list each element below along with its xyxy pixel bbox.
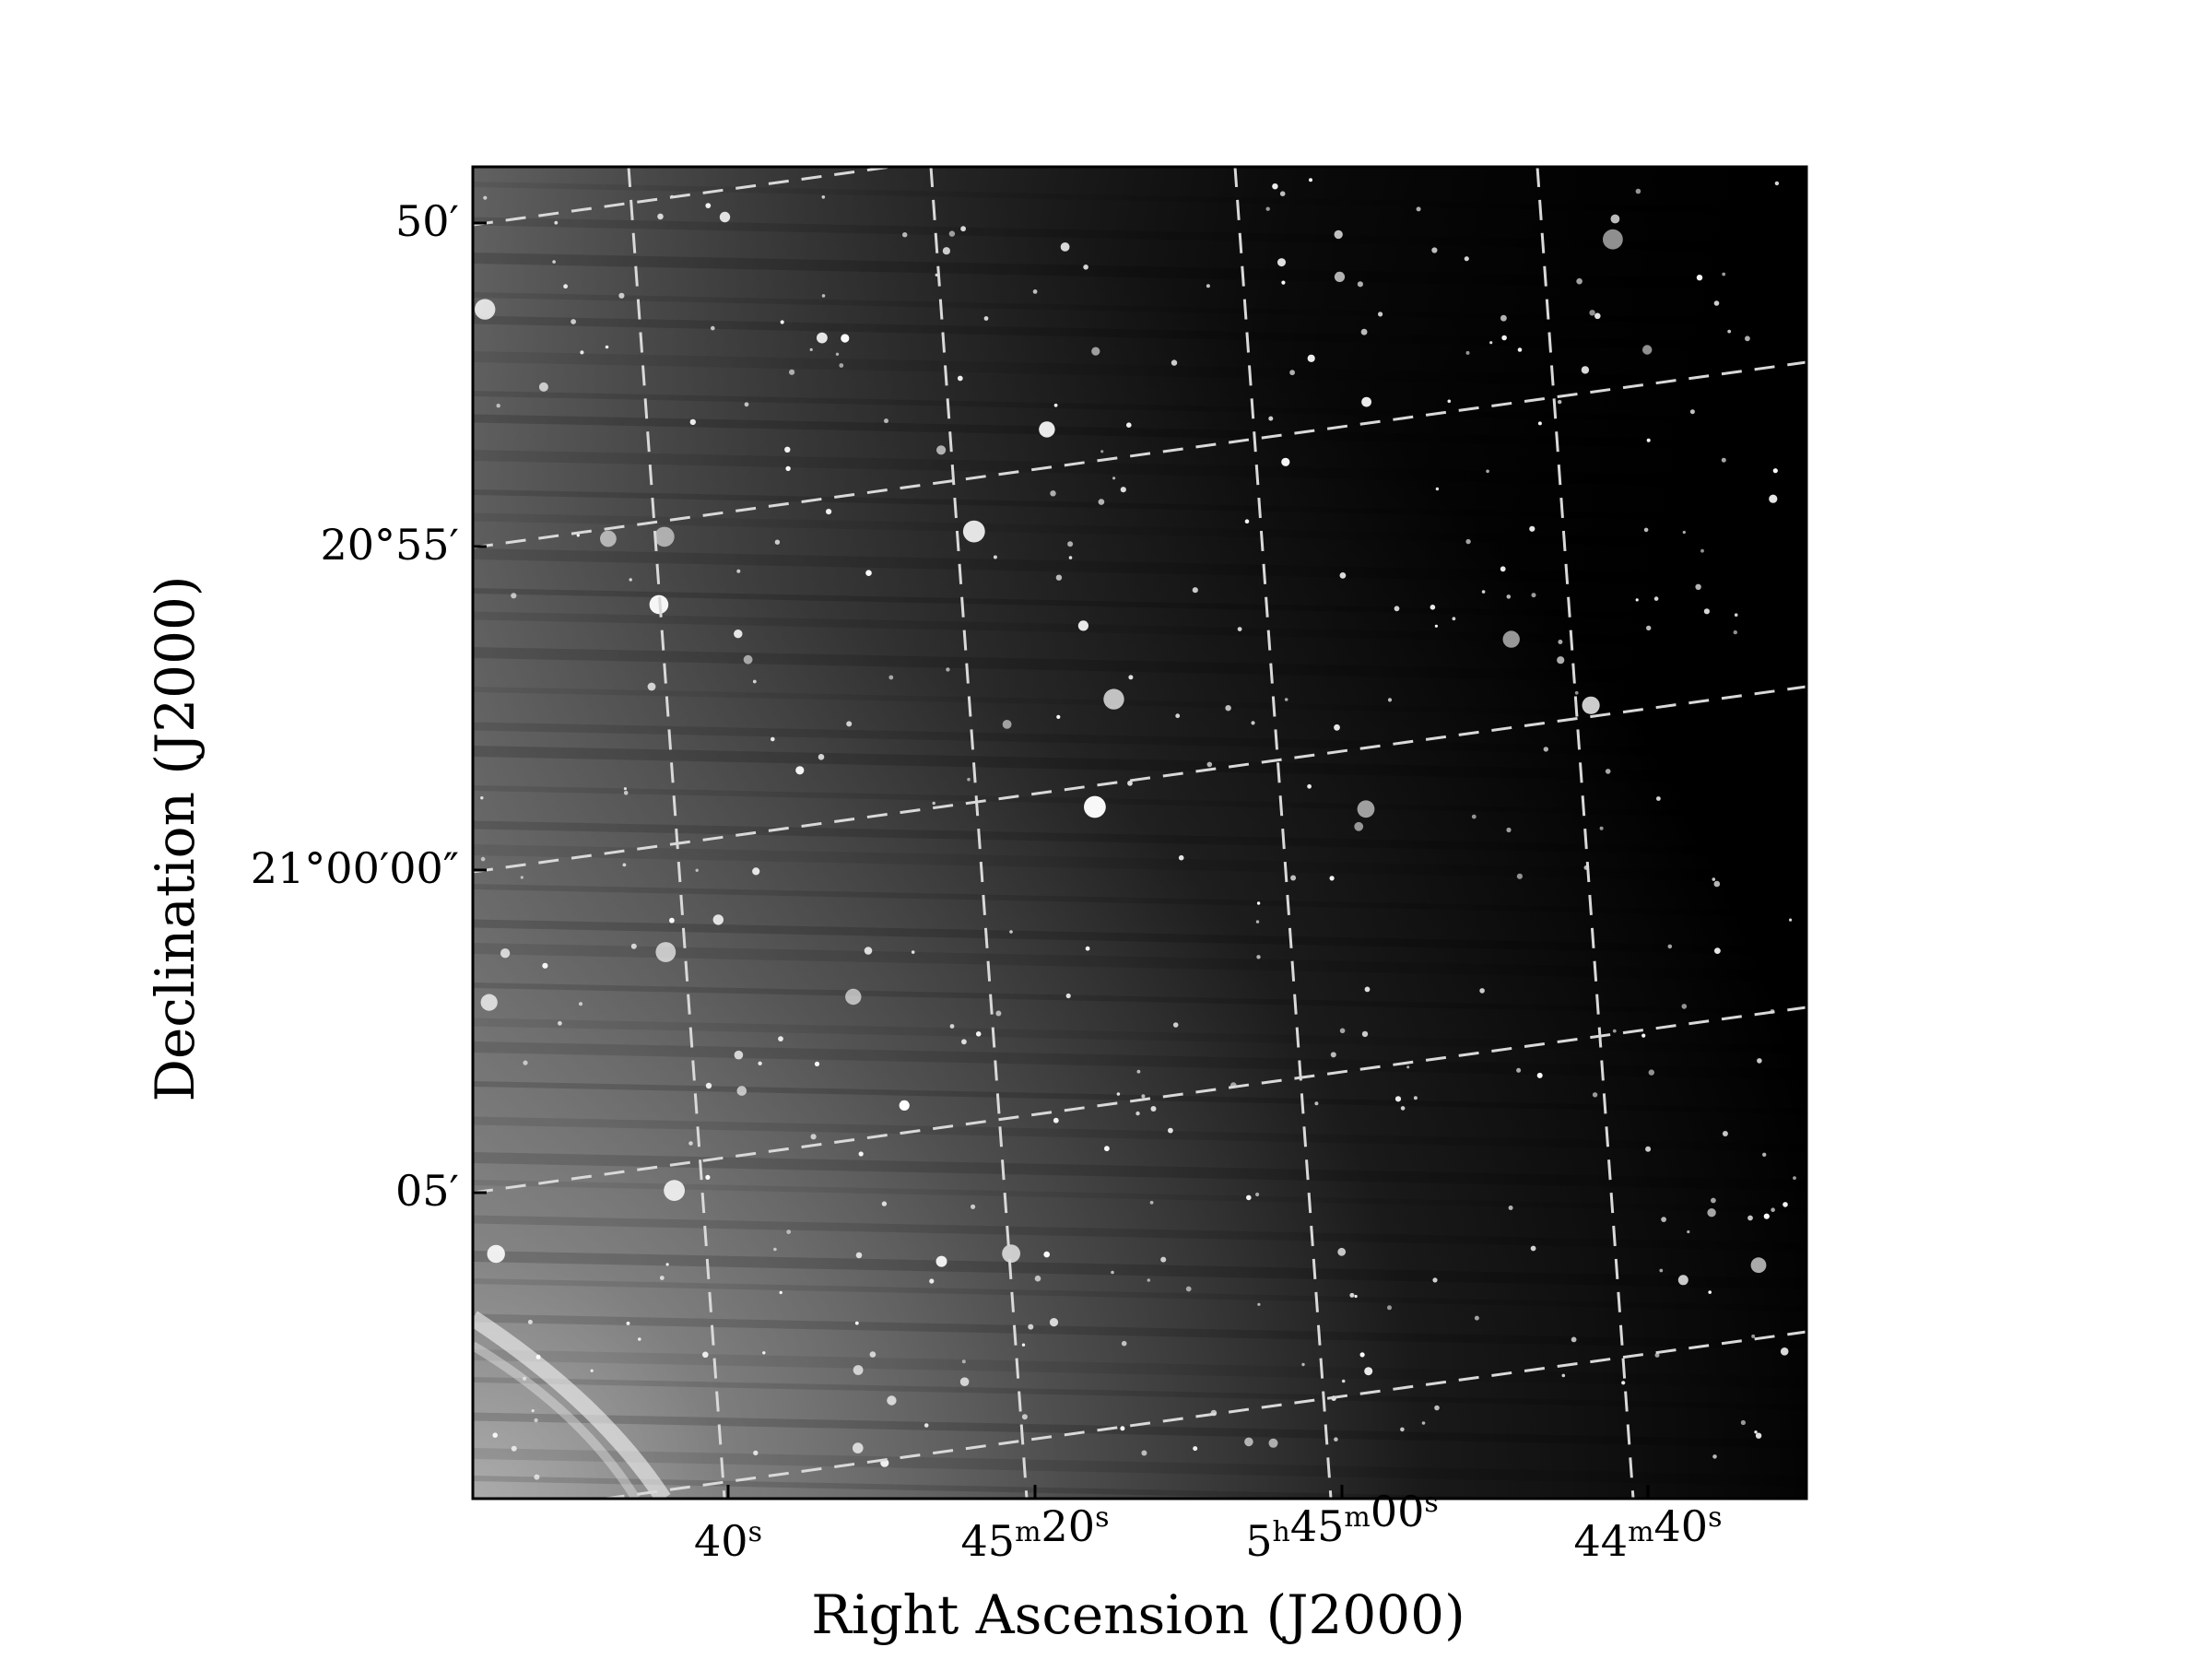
y-tick-marks	[473, 221, 487, 1194]
bright-arc-artifact	[473, 1311, 671, 1499]
x-tick-label-value: 45	[961, 1516, 1016, 1566]
x-tick-label-value: 44	[1574, 1516, 1629, 1566]
plot-frame	[471, 165, 1808, 1500]
x-tick-label-value: 45	[1290, 1501, 1345, 1551]
x-tick-label-unit: s	[1095, 1501, 1109, 1534]
x-tick-label: 45m20s	[961, 1501, 1110, 1566]
coordinate-grid	[473, 167, 1806, 1499]
x-tick-label-unit: s	[1708, 1501, 1722, 1534]
x-tick-label-unit: m	[1015, 1516, 1041, 1548]
x-tick-label-value: 40	[694, 1516, 748, 1566]
star-field	[475, 178, 1796, 1480]
image-streaks	[473, 182, 1806, 1499]
y-axis-label: Declination (J2000)	[144, 575, 206, 1101]
x-tick-label-value: 00	[1371, 1487, 1425, 1536]
x-tick-label-value: 40	[1654, 1501, 1709, 1551]
x-tick-label: 5h45m00s	[1245, 1487, 1439, 1566]
x-tick-label-unit: s	[1424, 1487, 1438, 1519]
x-tick-label-unit: h	[1273, 1516, 1290, 1548]
y-tick-label: 05′	[395, 1166, 459, 1216]
y-tick-labels: 50′ 20°55′ 21°00′00″ 05′	[251, 196, 459, 1216]
x-axis-label: Right Ascension (J2000)	[811, 1583, 1465, 1646]
x-tick-label-value: 20	[1041, 1501, 1096, 1551]
x-tick-label-value: 5	[1245, 1516, 1272, 1566]
x-tick-label: 40s	[694, 1516, 762, 1566]
y-tick-label: 21°00′00″	[251, 843, 459, 893]
x-tick-marks	[726, 1485, 1650, 1499]
sky-image	[473, 167, 1806, 1499]
x-tick-label: 44m40s	[1574, 1501, 1723, 1566]
x-tick-label-unit: m	[1628, 1516, 1653, 1548]
y-tick-label: 50′	[395, 196, 459, 246]
x-tick-label-unit: s	[748, 1516, 762, 1548]
y-tick-label: 20°55′	[320, 520, 459, 570]
x-tick-label-unit: m	[1344, 1501, 1370, 1534]
